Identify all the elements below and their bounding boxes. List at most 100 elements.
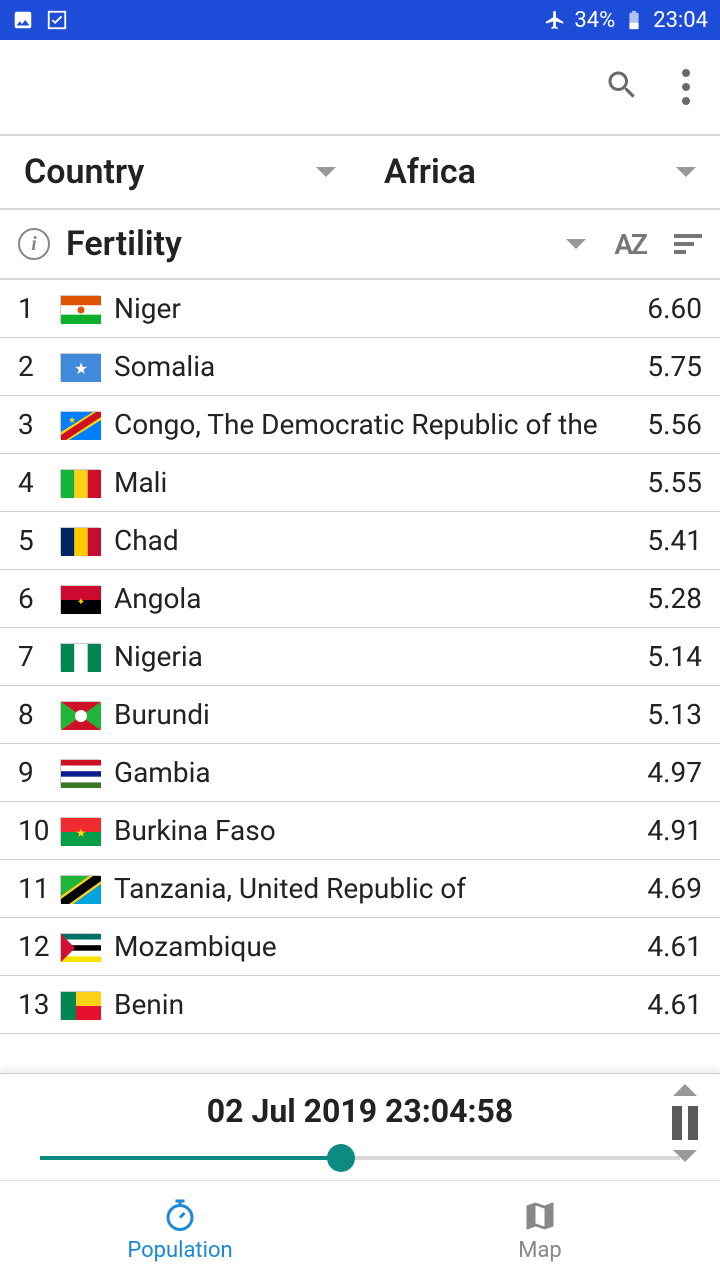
flag-icon: ★ [60,411,100,439]
metric-row: i Fertility AZ [0,210,720,280]
flag-icon: ★ [60,353,100,381]
rank-label: 4 [18,466,46,499]
flag-icon [60,469,100,497]
bottom-panel: 02 Jul 2019 23:04:58 Population Map [0,1073,720,1280]
svg-text:★: ★ [74,359,88,378]
chevron-down-icon [316,167,336,177]
value-label: 4.69 [647,872,702,905]
country-row[interactable]: 4 Mali 5.55 [0,454,720,512]
flag-icon: ✦ [60,585,100,613]
value-label: 5.41 [647,524,702,557]
country-name: Burkina Faso [114,814,633,847]
country-row[interactable]: 2 ★ Somalia 5.75 [0,338,720,396]
metric-label: Fertility [66,224,182,264]
country-name: Nigeria [114,640,633,673]
region-dropdown[interactable]: Africa [360,136,720,208]
category-label: Country [24,152,144,192]
country-name: Benin [114,988,633,1021]
battery-icon [623,9,645,31]
country-list[interactable]: 1 Niger 6.60 2 ★ Somalia 5.75 3 ★ Congo,… [0,280,720,1073]
svg-text:★: ★ [76,826,87,840]
rank-label: 6 [18,582,46,615]
rank-label: 3 [18,408,46,441]
country-name: Congo, The Democratic Republic of the [114,408,633,441]
rank-label: 9 [18,756,46,789]
status-bar: 34% 23:04 [0,0,720,40]
sort-desc-icon[interactable] [674,234,702,254]
flag-icon [60,759,100,787]
value-label: 4.97 [647,756,702,789]
flag-icon [60,643,100,671]
battery-text: 34% [574,8,615,33]
timestamp-label: 02 Jul 2019 23:04:58 [24,1092,696,1130]
value-label: 5.13 [647,698,702,731]
time-slider[interactable] [40,1156,680,1160]
value-label: 5.75 [647,350,702,383]
country-name: Burundi [114,698,633,731]
chevron-down-icon[interactable] [673,1150,697,1162]
region-label: Africa [384,152,476,192]
country-row[interactable]: 5 Chad 5.41 [0,512,720,570]
image-icon [12,9,34,31]
country-row[interactable]: 9 Gambia 4.97 [0,744,720,802]
bottom-nav: Population Map [0,1180,720,1280]
svg-text:★: ★ [68,416,76,426]
value-label: 5.55 [647,466,702,499]
airplane-icon [544,9,566,31]
country-name: Tanzania, United Republic of [114,872,633,905]
tab-map[interactable]: Map [360,1181,720,1280]
map-label: Map [518,1238,562,1263]
value-label: 6.60 [647,292,702,325]
status-time: 23:04 [653,8,708,33]
search-icon[interactable] [604,67,640,107]
country-row[interactable]: 13 Benin 4.61 [0,976,720,1034]
more-menu-icon[interactable] [676,69,696,105]
flag-icon: ★ [60,817,100,845]
time-panel: 02 Jul 2019 23:04:58 [0,1074,720,1180]
rank-label: 12 [18,930,46,963]
value-label: 4.61 [647,930,702,963]
country-row[interactable]: 8 Burundi 5.13 [0,686,720,744]
rank-label: 8 [18,698,46,731]
rank-label: 1 [18,292,46,325]
country-name: Gambia [114,756,633,789]
value-label: 4.91 [647,814,702,847]
value-label: 5.56 [647,408,702,441]
flag-icon [60,991,100,1019]
rank-label: 2 [18,350,46,383]
population-label: Population [127,1238,232,1263]
country-row[interactable]: 3 ★ Congo, The Democratic Republic of th… [0,396,720,454]
value-label: 5.28 [647,582,702,615]
flag-icon [60,295,100,323]
country-row[interactable]: 12 Mozambique 4.61 [0,918,720,976]
flag-icon [60,527,100,555]
country-row[interactable]: 10 ★ Burkina Faso 4.91 [0,802,720,860]
country-row[interactable]: 11 Tanzania, United Republic of 4.69 [0,860,720,918]
value-label: 4.61 [647,988,702,1021]
flag-icon [60,701,100,729]
country-name: Mali [114,466,633,499]
country-name: Angola [114,582,633,615]
country-row[interactable]: 6 ✦ Angola 5.28 [0,570,720,628]
filter-row: Country Africa [0,136,720,210]
country-name: Somalia [114,350,633,383]
rank-label: 5 [18,524,46,557]
flag-icon [60,875,100,903]
info-icon[interactable]: i [18,228,50,260]
value-label: 5.14 [647,640,702,673]
country-row[interactable]: 7 Nigeria 5.14 [0,628,720,686]
rank-label: 10 [18,814,46,847]
sort-alpha-icon[interactable]: AZ [614,228,646,261]
chevron-up-icon[interactable] [673,1084,697,1096]
country-name: Niger [114,292,633,325]
country-row[interactable]: 1 Niger 6.60 [0,280,720,338]
country-name: Mozambique [114,930,633,963]
category-dropdown[interactable]: Country [0,136,360,208]
tab-population[interactable]: Population [0,1181,360,1280]
svg-text:✦: ✦ [77,597,85,608]
chevron-down-icon [676,167,696,177]
pause-icon[interactable] [672,1100,698,1146]
rank-label: 11 [18,872,46,905]
metric-dropdown-icon[interactable] [566,239,586,249]
rank-label: 13 [18,988,46,1021]
